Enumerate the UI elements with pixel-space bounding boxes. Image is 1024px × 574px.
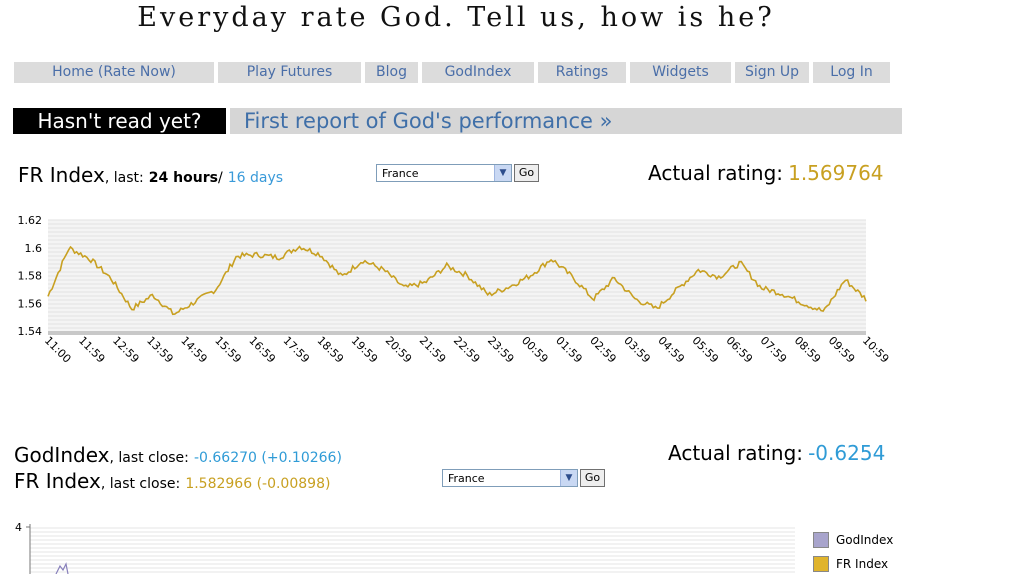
nav-widgets[interactable]: Widgets <box>630 62 731 83</box>
x-tick-label: 10:59 <box>860 334 892 366</box>
x-tick-label: 03:59 <box>621 334 653 366</box>
period-separator: / <box>217 170 223 186</box>
x-tick-label: 22:59 <box>451 334 483 366</box>
x-tick-label: 14:59 <box>178 334 210 366</box>
actual-rating-label: Actual rating: <box>648 161 783 185</box>
y-tick-label: 1.56 <box>18 297 43 310</box>
x-tick-label: 17:59 <box>280 334 312 366</box>
period-24-hours: 24 hours <box>148 170 218 186</box>
x-tick-label: 15:59 <box>212 334 244 366</box>
nav-home-rate-now[interactable]: Home (Rate Now) <box>14 62 214 83</box>
x-tick-label: 00:59 <box>519 334 551 366</box>
godindex-last-close-value: -0.66270 (+0.10266) <box>193 450 342 466</box>
y-tick-label: 1.62 <box>18 214 43 227</box>
legend-godindex-label: GodIndex <box>836 533 894 547</box>
x-axis-bar <box>48 331 866 335</box>
godindex-last-close-label: , last close: <box>109 450 189 466</box>
period-16-days-link[interactable]: 16 days <box>227 170 284 186</box>
chevron-down-icon: ▼ <box>560 470 577 486</box>
x-tick-label: 16:59 <box>246 334 278 366</box>
actual-rating-label-2: Actual rating: <box>668 441 803 465</box>
x-tick-label: 21:59 <box>417 334 449 366</box>
godindex-title: GodIndex <box>14 443 110 467</box>
y-tick-label: 1.58 <box>18 270 43 283</box>
x-tick-label: 20:59 <box>383 334 415 366</box>
section1-rating: Actual rating: 1.569764 <box>648 161 884 185</box>
frindex-title: FR Index <box>14 469 101 493</box>
nav-sign-up[interactable]: Sign Up <box>735 62 809 83</box>
x-tick-label: 06:59 <box>724 334 756 366</box>
x-tick-label: 09:59 <box>826 334 858 366</box>
godindex-chart: 4 <box>15 521 795 574</box>
x-tick-label: 11:00 <box>42 334 74 366</box>
x-tick-label: 12:59 <box>110 334 142 366</box>
main-nav: Home (Rate Now) Play Futures Blog GodInd… <box>14 62 900 83</box>
section1-header: FR Index, last: 24 hours/ 16 days <box>18 163 283 187</box>
x-tick-label: 18:59 <box>315 334 347 366</box>
frindex-last-close-value: 1.582966 (-0.00898) <box>185 476 331 492</box>
x-tick-label: 11:59 <box>76 334 108 366</box>
x-tick-label: 23:59 <box>485 334 517 366</box>
nav-ratings[interactable]: Ratings <box>538 62 626 83</box>
country-select-1[interactable]: France ▼ <box>376 164 512 182</box>
y-tick-label: 1.6 <box>25 242 43 255</box>
legend-frindex-swatch <box>813 556 829 572</box>
nav-play-futures[interactable]: Play Futures <box>218 62 361 83</box>
x-tick-label: 05:59 <box>689 334 721 366</box>
fr-index-chart: 1.62 1.6 1.58 1.56 1.54 11:00 11:59 12:59 13:59… <box>18 214 892 366</box>
actual-rating-value-2: -0.6254 <box>808 441 886 465</box>
report-link[interactable]: First report of God's performance » <box>230 108 902 134</box>
actual-rating-value: 1.569764 <box>788 161 884 185</box>
section2-godindex-header: GodIndex, last close: -0.66270 (+0.10266… <box>14 443 342 467</box>
legend-frindex-label: FR Index <box>836 557 889 571</box>
y-tick-label: 1.54 <box>18 325 43 338</box>
x-tick-label: 08:59 <box>792 334 824 366</box>
section1-title: FR Index <box>18 163 105 187</box>
x-tick-label: 02:59 <box>587 334 619 366</box>
country-select-2[interactable]: France ▼ <box>442 469 578 487</box>
x-tick-label: 19:59 <box>349 334 381 366</box>
nav-log-in[interactable]: Log In <box>813 62 890 83</box>
go-button-1[interactable]: Go <box>514 164 539 182</box>
section2-rating: Actual rating: -0.6254 <box>668 441 885 465</box>
frindex-last-close-label: , last close: <box>100 476 181 492</box>
nav-godindex[interactable]: GodIndex <box>422 62 534 83</box>
y-tick-label: 4 <box>15 521 22 534</box>
nav-blog[interactable]: Blog <box>365 62 418 83</box>
site-tagline: Everyday rate God. Tell us, how is he? <box>137 2 775 33</box>
section1-last-label: , last: <box>104 170 144 186</box>
go-button-2[interactable]: Go <box>580 469 605 487</box>
country-select-2-value: France <box>448 472 485 485</box>
fr-index-line <box>47 245 867 316</box>
x-tick-label: 13:59 <box>144 334 176 366</box>
x-tick-label: 07:59 <box>758 334 790 366</box>
godindex-line <box>55 562 69 574</box>
legend-godindex-swatch <box>813 532 829 548</box>
banner-hasnt-read: Hasn't read yet? <box>13 108 226 134</box>
x-tick-label: 04:59 <box>655 334 687 366</box>
chevron-down-icon: ▼ <box>494 165 511 181</box>
section2-frindex-header: FR Index, last close: 1.582966 (-0.00898… <box>14 469 330 493</box>
country-select-1-value: France <box>382 167 419 180</box>
x-tick-label: 01:59 <box>553 334 585 366</box>
